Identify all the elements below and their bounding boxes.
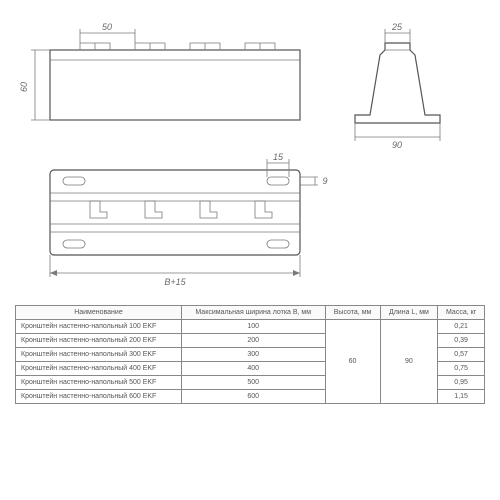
cell-name: Кронштейн настенно-напольный 400 EKF bbox=[16, 362, 182, 376]
side-view: 25 90 bbox=[355, 22, 440, 150]
cell-length-merged: 90 bbox=[380, 320, 438, 404]
cell-name: Кронштейн настенно-напольный 600 EKF bbox=[16, 390, 182, 404]
cell-name: Кронштейн настенно-напольный 500 EKF bbox=[16, 376, 182, 390]
cell-name: Кронштейн настенно-напольный 200 EKF bbox=[16, 334, 182, 348]
cell-mass: 1,15 bbox=[438, 390, 485, 404]
cell-name: Кронштейн настенно-напольный 300 EKF bbox=[16, 348, 182, 362]
table-header-row: Наименование Максимальная ширина лотка B… bbox=[16, 306, 485, 320]
spec-table: Наименование Максимальная ширина лотка B… bbox=[15, 305, 485, 404]
cell-width: 600 bbox=[181, 390, 325, 404]
cell-name: Кронштейн настенно-напольный 100 EKF bbox=[16, 320, 182, 334]
cell-height-merged: 60 bbox=[325, 320, 380, 404]
technical-drawing: 50 60 25 90 bbox=[15, 15, 485, 295]
dim-90: 90 bbox=[392, 140, 402, 150]
cell-mass: 0,95 bbox=[438, 376, 485, 390]
cell-width: 500 bbox=[181, 376, 325, 390]
cell-mass: 0,21 bbox=[438, 320, 485, 334]
col-name: Наименование bbox=[16, 306, 182, 320]
dim-50: 50 bbox=[102, 22, 112, 32]
dim-b15: B+15 bbox=[164, 277, 186, 287]
cell-mass: 0,39 bbox=[438, 334, 485, 348]
col-height: Высота, мм bbox=[325, 306, 380, 320]
dim-9: 9 bbox=[322, 176, 327, 186]
plan-view: 15 9 B+15 bbox=[50, 152, 328, 287]
col-width: Максимальная ширина лотка B, мм bbox=[181, 306, 325, 320]
table-row: Кронштейн настенно-напольный 100 EKF1006… bbox=[16, 320, 485, 334]
cell-mass: 0,57 bbox=[438, 348, 485, 362]
cell-width: 300 bbox=[181, 348, 325, 362]
front-view: 50 60 bbox=[19, 22, 300, 120]
cell-mass: 0,75 bbox=[438, 362, 485, 376]
dim-60: 60 bbox=[19, 82, 29, 92]
cell-width: 100 bbox=[181, 320, 325, 334]
col-mass: Масса, кг bbox=[438, 306, 485, 320]
cell-width: 200 bbox=[181, 334, 325, 348]
cell-width: 400 bbox=[181, 362, 325, 376]
col-length: Длина L, мм bbox=[380, 306, 438, 320]
dim-15: 15 bbox=[273, 152, 284, 162]
dim-25: 25 bbox=[391, 22, 403, 32]
